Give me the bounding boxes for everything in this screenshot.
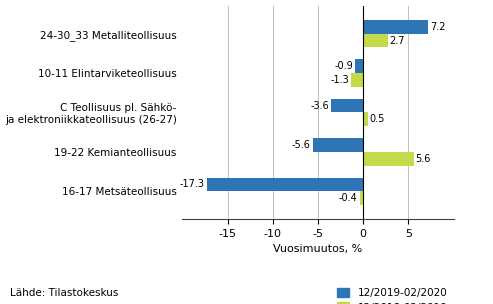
Bar (352, 73, 363, 87)
Bar (363, 152, 414, 166)
Text: 2.7: 2.7 (389, 36, 405, 46)
Text: 5.6: 5.6 (416, 154, 431, 164)
Bar (313, 138, 363, 152)
Text: -0.9: -0.9 (334, 61, 353, 71)
Text: -5.6: -5.6 (292, 140, 311, 150)
Bar (331, 99, 363, 112)
Bar (363, 34, 387, 47)
Text: -0.4: -0.4 (339, 193, 358, 203)
Bar (363, 20, 428, 34)
Bar (207, 178, 363, 191)
Text: Lähde: Tilastokeskus: Lähde: Tilastokeskus (10, 288, 118, 298)
Text: -3.6: -3.6 (310, 101, 329, 111)
X-axis label: Vuosimuutos, %: Vuosimuutos, % (273, 244, 363, 254)
Legend: 12/2019-02/2020, 12/2018-02/2019: 12/2019-02/2020, 12/2018-02/2019 (337, 288, 448, 304)
Text: -1.3: -1.3 (331, 75, 350, 85)
Bar (359, 191, 363, 205)
Text: 7.2: 7.2 (430, 22, 446, 32)
Bar (363, 112, 368, 126)
Text: 0.5: 0.5 (370, 114, 385, 124)
Text: -17.3: -17.3 (180, 179, 205, 189)
Bar (355, 59, 363, 73)
